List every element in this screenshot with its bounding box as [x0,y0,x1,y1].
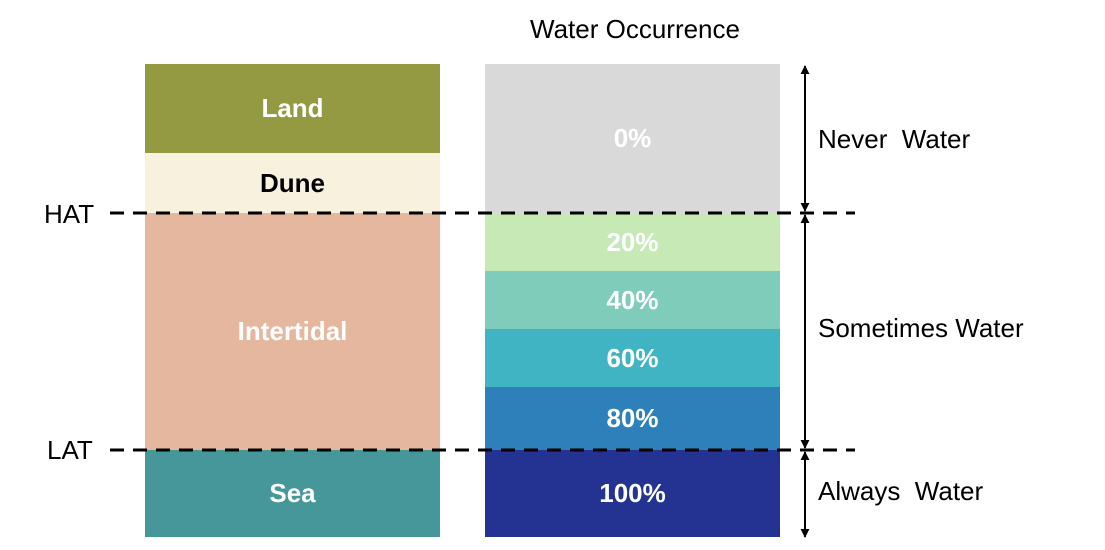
zone-dune: Dune [145,153,440,213]
occurrence-80-label: 80% [606,403,659,433]
occurrence-20-label: 20% [606,226,659,257]
occurrence-0: 0% [485,64,780,213]
lat-label: LAT [47,435,93,465]
zone-land-label: Land [261,93,324,123]
hat-label: HAT [44,199,95,229]
occurrence-80: 80% [485,387,780,450]
occurrence-60: 60% [485,329,780,387]
zone-dune-label: Dune [260,167,325,198]
occurrence-40: 40% [485,271,780,329]
never-water-label: Never Water [818,124,971,154]
zone-intertidal-label: Intertidal [237,316,348,346]
occurrence-40-label: 40% [606,284,659,315]
zone-sea: Sea [145,450,440,537]
occurrence-100-label: 100% [599,478,666,508]
occurrence-60-label: 60% [606,342,659,373]
occurrence-0-label: 0% [613,123,652,153]
zone-intertidal: Intertidal [145,213,440,450]
occurrence-20: 20% [485,213,780,271]
sometimes-water-label: Sometimes Water [818,313,1024,343]
always-water-label: Always Water [818,476,984,506]
zone-sea-label: Sea [269,478,316,508]
zone-land: Land [145,64,440,153]
occurrence-100: 100% [485,450,780,537]
diagram-title: Water Occurrence [530,14,740,44]
